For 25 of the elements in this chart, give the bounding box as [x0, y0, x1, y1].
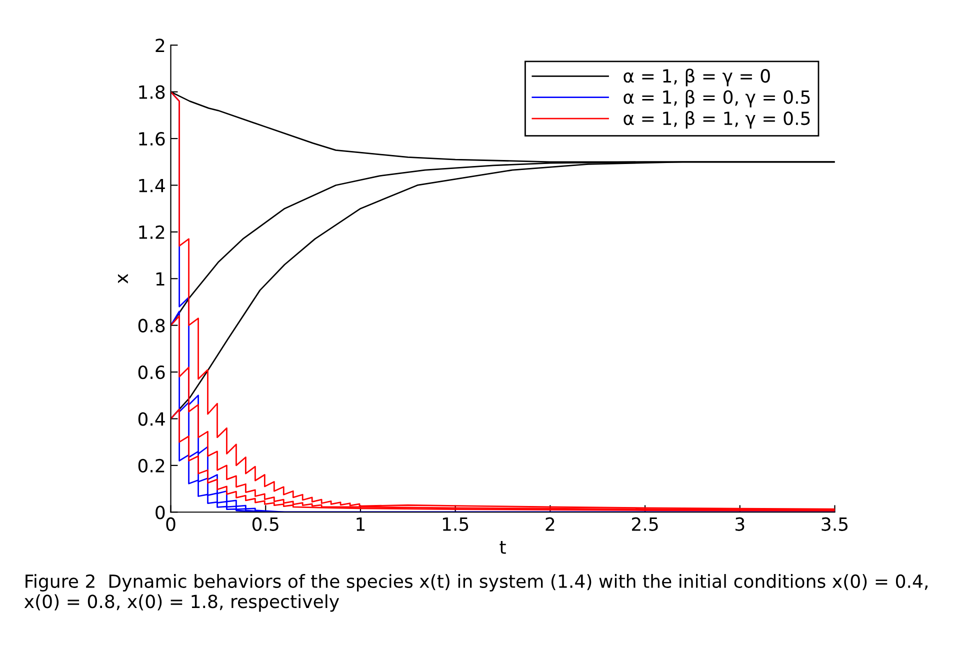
y-tick-label: 0	[156, 506, 165, 520]
x-tick-label: 0.5	[252, 517, 278, 531]
x-tick-label: 2.5	[632, 517, 658, 531]
x-tick-label: 1	[356, 518, 365, 531]
y-tick-label: 2	[156, 38, 164, 52]
y-tick-label: 0.6	[138, 365, 165, 380]
x-tick-label: 0	[166, 517, 176, 531]
x-tick-label: 3	[736, 517, 744, 531]
y-tick-label: 0.8	[138, 318, 165, 332]
x-tick-label: 3.5	[822, 517, 848, 531]
legend-label: α = 1, β = 0, γ = 0.5	[624, 90, 810, 108]
caption: Figure 2 Dynamic behaviors of the species x(t) in system (1.4) with the initial conditions x(0) = 0.4, x(0) = 0.8, x(0) = 1.8, respectively	[24, 574, 928, 612]
legend-label: α = 1, β = 1, γ = 0.5	[624, 111, 810, 129]
y-tick-label: 1.8	[139, 85, 165, 99]
y-tick-label: 0.2	[138, 458, 164, 473]
y-tick-label: 1.4	[139, 178, 165, 192]
y-axis-title: x	[118, 274, 128, 284]
y-tick-label: 1.6	[139, 132, 165, 146]
y-tick-label: 0.4	[138, 412, 165, 426]
x-tick-label: 1.5	[442, 518, 468, 531]
x-axis-title: t	[500, 541, 506, 554]
y-tick-label: 1.2	[139, 225, 164, 239]
legend-label: α = 1, β = γ = 0	[624, 68, 770, 86]
x-tick-label: 2	[546, 517, 554, 531]
y-tick-label: 1	[156, 272, 164, 286]
